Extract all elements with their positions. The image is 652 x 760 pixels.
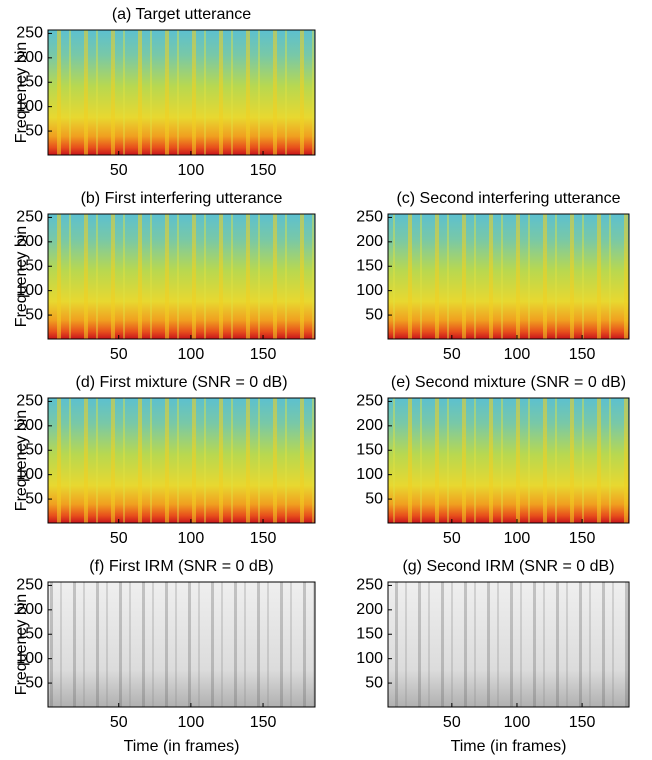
y-tick-label: 150 [16, 625, 43, 642]
y-tick-label: 200 [356, 601, 383, 618]
y-tick-label: 250 [16, 577, 43, 594]
y-tick-label: 250 [16, 209, 43, 226]
y-tick-label: 100 [16, 98, 43, 115]
panel-title: (f) First IRM (SNR = 0 dB) [89, 558, 273, 575]
x-tick-label: 150 [250, 346, 277, 363]
x-tick-label: 150 [250, 162, 277, 179]
axes-frame [387, 581, 630, 708]
x-tick-label: 150 [569, 714, 596, 731]
y-axis-label: Frequency bin [13, 410, 30, 511]
y-tick-label: 50 [365, 306, 383, 323]
x-axis-label: Time (in frames) [451, 738, 567, 755]
x-tick-label: 150 [569, 530, 596, 547]
y-tick-label: 150 [356, 257, 383, 274]
spectrogram-texture [48, 398, 315, 523]
x-tick-label: 100 [504, 714, 531, 731]
y-tick-label: 200 [16, 49, 43, 66]
x-tick-label: 50 [443, 346, 461, 363]
x-tick-label: 50 [110, 530, 128, 547]
x-tick-label: 50 [443, 714, 461, 731]
x-tick-label: 50 [110, 714, 128, 731]
y-tick-label: 50 [25, 490, 43, 507]
y-tick-label: 50 [365, 674, 383, 691]
axes-frame [47, 397, 316, 524]
x-tick-label: 150 [250, 714, 277, 731]
y-axis-label: Frequency bin [13, 42, 30, 143]
y-tick-label: 250 [356, 577, 383, 594]
y-tick-label: 50 [25, 306, 43, 323]
y-axis-label: Frequency bin [13, 226, 30, 327]
y-tick-label: 50 [365, 490, 383, 507]
panel-title: (g) Second IRM (SNR = 0 dB) [402, 558, 614, 575]
panel-title: (c) Second interfering utterance [396, 190, 620, 207]
axes-frame [47, 213, 316, 340]
axes-frame [387, 213, 630, 340]
spectrogram-texture [48, 30, 315, 155]
y-tick-label: 200 [356, 417, 383, 434]
y-tick-label: 150 [16, 73, 43, 90]
y-axis-label: Frequency bin [13, 594, 30, 695]
axes-frame [47, 581, 316, 708]
y-tick-label: 250 [356, 209, 383, 226]
x-tick-label: 100 [178, 530, 205, 547]
x-tick-label: 100 [504, 530, 531, 547]
panel-title: (e) Second mixture (SNR = 0 dB) [391, 374, 626, 391]
y-tick-label: 150 [16, 257, 43, 274]
spectrogram-texture [48, 214, 315, 339]
panel-title: (a) Target utterance [112, 6, 251, 23]
y-tick-label: 200 [16, 601, 43, 618]
y-tick-label: 100 [356, 282, 383, 299]
x-axis-label: Time (in frames) [124, 738, 240, 755]
x-tick-label: 50 [443, 530, 461, 547]
y-tick-label: 100 [16, 466, 43, 483]
y-tick-label: 100 [16, 282, 43, 299]
spectrogram-texture [388, 214, 629, 339]
spectrogram-texture [388, 398, 629, 523]
axes-frame [47, 29, 316, 156]
panel-title: (b) First interfering utterance [81, 190, 283, 207]
y-tick-label: 250 [356, 393, 383, 410]
y-tick-label: 250 [16, 393, 43, 410]
panel-title: (d) First mixture (SNR = 0 dB) [75, 374, 287, 391]
x-tick-label: 100 [178, 714, 205, 731]
y-tick-label: 150 [16, 441, 43, 458]
x-tick-label: 100 [178, 162, 205, 179]
y-tick-label: 200 [356, 233, 383, 250]
y-tick-label: 100 [356, 466, 383, 483]
y-tick-label: 100 [356, 650, 383, 667]
x-tick-label: 150 [250, 530, 277, 547]
y-tick-label: 150 [356, 625, 383, 642]
y-tick-label: 200 [16, 417, 43, 434]
x-tick-label: 100 [178, 346, 205, 363]
y-tick-label: 250 [16, 25, 43, 42]
y-tick-label: 50 [25, 122, 43, 139]
x-tick-label: 50 [110, 346, 128, 363]
y-tick-label: 200 [16, 233, 43, 250]
y-tick-label: 150 [356, 441, 383, 458]
y-tick-label: 50 [25, 674, 43, 691]
x-tick-label: 100 [504, 346, 531, 363]
x-tick-label: 50 [110, 162, 128, 179]
y-tick-label: 100 [16, 650, 43, 667]
axes-frame [387, 397, 630, 524]
spectrogram-texture [48, 582, 315, 707]
spectrogram-texture [388, 582, 629, 707]
x-tick-label: 150 [569, 346, 596, 363]
